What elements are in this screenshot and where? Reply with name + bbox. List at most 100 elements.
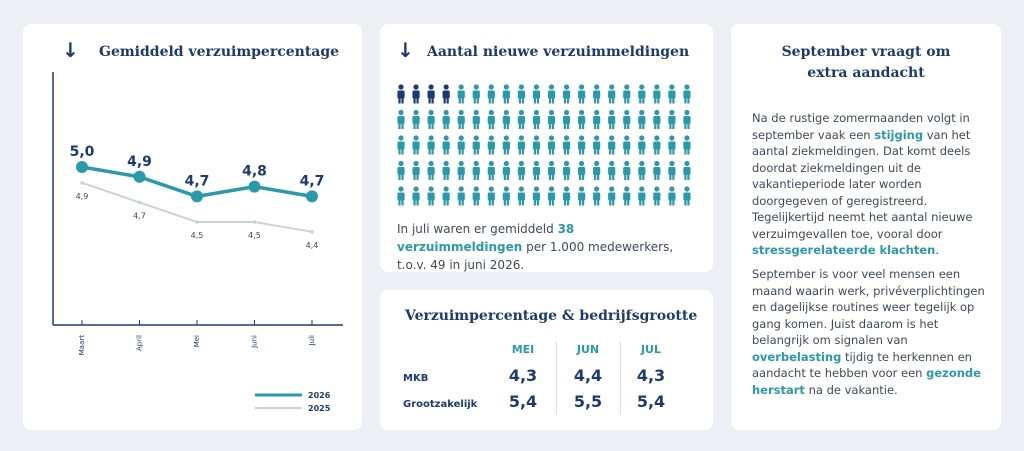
series-2026-point bbox=[248, 180, 261, 193]
series-2025-data-label: 4,5 bbox=[191, 231, 204, 240]
person-icon bbox=[623, 135, 631, 155]
person-icon bbox=[532, 186, 541, 206]
person-icon bbox=[502, 109, 510, 129]
person-icon bbox=[487, 84, 495, 104]
table-cell: 4,4 bbox=[573, 366, 603, 385]
person-icon bbox=[457, 186, 465, 206]
person-icon bbox=[653, 109, 661, 129]
series-2026-data-label: 4,8 bbox=[242, 164, 267, 180]
person-icon bbox=[593, 109, 601, 129]
x-tick-label: Juni bbox=[251, 335, 259, 349]
series-2026-data-label: 4,7 bbox=[185, 173, 210, 189]
x-tick-label: Mei bbox=[193, 335, 201, 347]
reports-caption: In juli waren er gemiddeld 38 verzuimmel… bbox=[397, 222, 674, 272]
person-icon bbox=[623, 84, 631, 104]
person-icon bbox=[517, 135, 525, 155]
person-icon bbox=[442, 186, 450, 206]
person-icon bbox=[532, 84, 541, 104]
person-icon bbox=[578, 160, 586, 180]
series-2026-point bbox=[306, 190, 318, 203]
person-icon bbox=[608, 186, 616, 206]
person-icon bbox=[427, 186, 435, 206]
paragraph-2: September is voor veel mensen een maand … bbox=[752, 267, 985, 397]
person-icon bbox=[517, 160, 525, 180]
person-icon bbox=[593, 186, 601, 206]
person-icon bbox=[472, 135, 480, 155]
company-size-card: Verzuimpercentage & bedrijfsgrootte MEI … bbox=[380, 290, 713, 430]
person-icon bbox=[578, 109, 586, 129]
person-icon bbox=[442, 84, 450, 104]
highlight-stress: stressgerelateerde klachten bbox=[752, 243, 936, 257]
person-icon bbox=[472, 160, 480, 180]
person-icon bbox=[397, 135, 405, 155]
series-2026-data-label: 5,0 bbox=[70, 144, 95, 160]
person-icon bbox=[427, 135, 435, 155]
highlight-stijging: stijging bbox=[874, 127, 924, 142]
table-cell: 4,3 bbox=[636, 366, 666, 385]
person-icon bbox=[442, 109, 450, 129]
person-icon bbox=[547, 160, 556, 180]
person-icon bbox=[593, 84, 601, 104]
september-title: September vraagt om extra aandacht bbox=[781, 44, 951, 81]
legend-label: 2026 bbox=[308, 391, 331, 400]
person-icon bbox=[593, 160, 601, 180]
person-icon bbox=[472, 84, 480, 104]
person-icon bbox=[472, 109, 480, 129]
person-icon bbox=[397, 109, 405, 129]
person-icon bbox=[608, 135, 616, 155]
person-icon bbox=[487, 160, 495, 180]
column-divider bbox=[620, 342, 621, 414]
person-icon bbox=[427, 84, 435, 104]
column-header-jun: JUN bbox=[576, 343, 600, 356]
person-icon bbox=[547, 84, 556, 104]
series-2026-point bbox=[76, 161, 88, 173]
person-icon bbox=[547, 135, 556, 155]
person-icon bbox=[562, 109, 571, 129]
table-cell: 4,3 bbox=[508, 366, 538, 385]
person-icon bbox=[412, 160, 420, 180]
series-2025-data-label: 4,5 bbox=[248, 231, 261, 240]
person-icon bbox=[397, 186, 405, 206]
person-icon bbox=[668, 186, 676, 206]
person-icon bbox=[562, 135, 571, 155]
column-header-jul: JUL bbox=[640, 343, 662, 356]
person-icon bbox=[547, 109, 556, 129]
person-icon bbox=[397, 160, 405, 180]
person-icon bbox=[638, 135, 646, 155]
legend-label: 2025 bbox=[308, 404, 331, 413]
column-divider bbox=[556, 342, 557, 414]
person-icon bbox=[638, 84, 646, 104]
reports-card: ↓ Aantal nieuwe verzuimmeldingen In juli… bbox=[380, 24, 713, 272]
series-2026-point bbox=[191, 190, 203, 203]
person-icon bbox=[427, 109, 435, 129]
reports-highlight: 38 verzuimmeldingen bbox=[397, 222, 575, 254]
arrow-down-icon: ↓ bbox=[62, 38, 79, 62]
person-icon bbox=[683, 186, 691, 206]
series-2025-point bbox=[80, 181, 84, 185]
person-icon bbox=[517, 109, 525, 129]
table-cell: 5,5 bbox=[573, 392, 603, 411]
row-label-grootzakelijk: Grootzakelijk bbox=[403, 399, 478, 410]
person-icon bbox=[427, 160, 435, 180]
person-icon bbox=[517, 84, 525, 104]
series-2025-point bbox=[310, 230, 314, 234]
person-icon bbox=[472, 186, 480, 206]
series-2026-point bbox=[133, 170, 146, 183]
series-2025-data-label: 4,4 bbox=[306, 241, 319, 250]
person-icon bbox=[532, 109, 541, 129]
person-icon bbox=[412, 135, 420, 155]
person-icon bbox=[487, 186, 495, 206]
person-icon bbox=[668, 109, 676, 129]
person-icon bbox=[623, 186, 631, 206]
person-icon bbox=[457, 84, 465, 104]
chart-title: Gemiddeld verzuimpercentage bbox=[99, 44, 340, 60]
person-icon bbox=[683, 135, 691, 155]
series-2025-point bbox=[252, 220, 257, 224]
person-icon bbox=[502, 135, 510, 155]
person-icon bbox=[502, 84, 510, 104]
person-icon bbox=[608, 109, 616, 129]
person-icon bbox=[653, 135, 661, 155]
person-icon bbox=[502, 160, 510, 180]
person-icon bbox=[412, 84, 420, 104]
line-chart: Maart April Mei Juni Juli 4,9 4,7 4,5 4,5 4,4 5,0 4… bbox=[52, 72, 343, 413]
